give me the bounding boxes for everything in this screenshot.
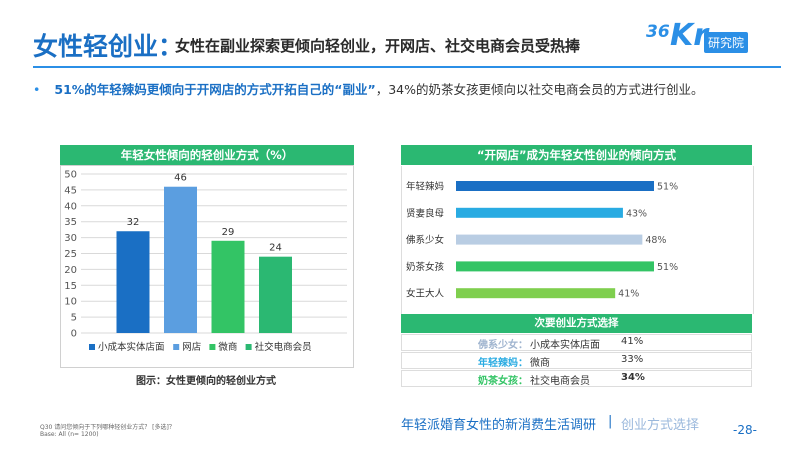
key-finding: • 51%的年轻辣妈更倾向于开网店的方式开拓自己的“副业”，34%的奶茶女孩更倾向… — [33, 79, 704, 98]
bar-value-label: 46 — [174, 173, 187, 184]
key-finding-highlight: 51%的年轻辣妈更倾向于开网店的方式开拓自己的“副业” — [54, 82, 376, 97]
logo-kr: Kr — [670, 18, 709, 53]
y-tick-label: 10 — [64, 297, 77, 308]
y-tick-label: 35 — [64, 217, 77, 228]
secondary-row-label: 奶茶女孩： — [478, 376, 528, 387]
secondary-row: 佛系少女： 小成本实体店面 41% — [401, 334, 752, 351]
legend-swatch — [245, 344, 252, 350]
legend-label: 微商 — [218, 341, 237, 353]
secondary-row-value: 微商 — [530, 358, 550, 369]
legend-swatch — [209, 344, 216, 350]
right-chart-title: “开网店”成为年轻女性创业的倾向方式 — [401, 145, 752, 165]
hbar-value-label: 43% — [626, 208, 647, 219]
bar-value-label: 29 — [222, 227, 235, 238]
right-bar-chart: 年轻辣妈 51% 贤妻良母 43% 佛系少女 48% 奶茶女孩 51% 女王大人 41% — [406, 181, 678, 300]
y-tick-label: 15 — [64, 281, 77, 292]
footnote-base: Base: All (n= 1200) — [40, 431, 99, 438]
hbar — [456, 181, 654, 191]
category-label: 女王大人 — [406, 288, 445, 300]
hbar-value-label: 41% — [618, 289, 639, 300]
category-label: 奶茶女孩 — [406, 261, 445, 273]
category-label: 年轻辣妈 — [406, 181, 444, 193]
hbar-value-label: 51% — [657, 262, 678, 273]
category-label: 贤妻良母 — [406, 207, 444, 219]
page-number: -28- — [733, 423, 757, 437]
y-tick-label: 0 — [71, 329, 77, 340]
page-subtitle: 女性在副业探索更倾向轻创业，开网店、社交电商会员受热捧 — [175, 37, 581, 55]
hbar — [456, 288, 616, 299]
bar-value-label: 24 — [269, 243, 282, 254]
footnote-question: Q30 请问您倾向于下列哪种轻创业方式？ [多选]？ — [40, 424, 175, 431]
y-tick-label: 45 — [64, 185, 77, 196]
secondary-row-pct: 33% — [621, 354, 644, 365]
hbar — [456, 261, 654, 272]
secondary-row: 奶茶女孩： 社交电商会员 34% — [401, 370, 752, 387]
bar — [259, 256, 292, 333]
secondary-row-label: 佛系少女： — [478, 340, 528, 351]
hbar — [456, 234, 643, 245]
footer-subtitle: 创业方式选择 — [621, 418, 700, 433]
left-chart-caption: 图示：女性更倾向的轻创业方式 — [136, 376, 276, 387]
legend-label: 网店 — [182, 341, 201, 353]
hbar-value-label: 51% — [657, 182, 678, 193]
secondary-row: 年轻辣妈： 微商 33% — [401, 352, 752, 369]
legend-swatch — [173, 344, 180, 350]
logo-number: 36 — [646, 22, 670, 42]
secondary-row-value: 社交电商会员 — [530, 376, 590, 387]
footer-separator: | — [608, 414, 613, 429]
hbar-value-label: 48% — [645, 235, 666, 246]
category-label: 佛系少女 — [406, 234, 444, 246]
y-tick-label: 20 — [64, 265, 77, 276]
bullet-dot-icon: • — [33, 82, 41, 97]
bar — [116, 231, 150, 333]
y-tick-label: 25 — [64, 249, 77, 260]
y-tick-label: 5 — [71, 313, 77, 324]
bar — [164, 186, 197, 333]
secondary-row-pct: 34% — [621, 372, 645, 383]
bar — [211, 240, 245, 333]
key-finding-rest: ，34%的奶茶女孩更倾向以社交电商会员的方式进行创业。 — [375, 82, 704, 97]
y-tick-label: 40 — [64, 201, 77, 212]
secondary-row-value: 小成本实体店面 — [530, 340, 600, 351]
footnote: Q30 请问您倾向于下列哪种轻创业方式？ [多选]？ Base: All (n=… — [40, 424, 175, 438]
left-chart-title: 年轻女性倾向的轻创业方式（%） — [60, 145, 354, 165]
logo: 36 Kr 研究院 — [640, 18, 780, 60]
footer-title: 年轻派婚育女性的新消费生活调研 — [401, 418, 597, 433]
secondary-title: 次要创业方式选择 — [401, 314, 752, 333]
y-tick-label: 30 — [64, 233, 77, 244]
logo-badge: 研究院 — [704, 32, 749, 53]
legend-label: 社交电商会员 — [255, 341, 312, 353]
legend-swatch — [89, 344, 95, 350]
page-title: 女性轻创业： — [33, 32, 184, 61]
y-tick-label: 50 — [64, 170, 77, 181]
secondary-row-label: 年轻辣妈： — [478, 358, 528, 369]
left-chart-frame: 0 5 10 15 20 25 30 35 40 45 50 32 46 29 24 小成本实体店面 网店 微商 社… — [60, 165, 354, 368]
right-chart-frame: 年轻辣妈 51% 贤妻良母 43% 佛系少女 48% 奶茶女孩 51% 女王大人 41% — [401, 166, 754, 314]
secondary-row-pct: 41% — [621, 336, 644, 347]
bar-value-label: 32 — [127, 217, 140, 228]
title-divider — [33, 66, 781, 68]
hbar — [456, 207, 623, 218]
left-bar-chart: 0 5 10 15 20 25 30 35 40 45 50 32 46 29 24 小成本实体店面 网店 微商 社… — [64, 170, 347, 353]
legend-label: 小成本实体店面 — [98, 341, 165, 353]
